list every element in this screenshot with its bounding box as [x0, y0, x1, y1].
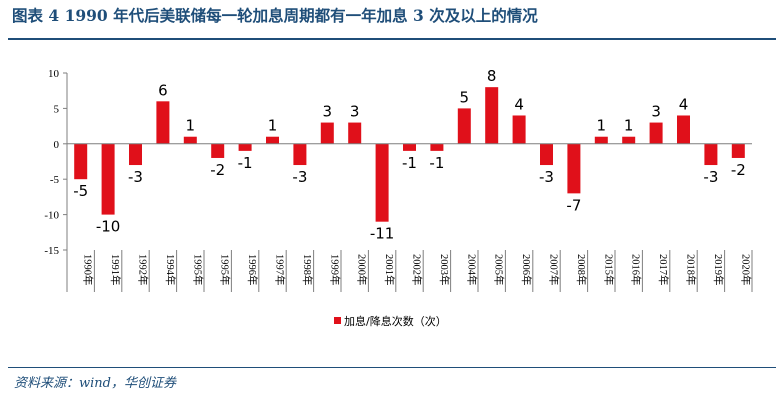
data-label: -1: [238, 154, 253, 172]
data-label: 1: [624, 117, 634, 135]
bar: [540, 143, 553, 166]
bar: [704, 143, 718, 166]
bar: [211, 143, 225, 158]
data-label: -7: [566, 196, 581, 214]
x-tick-label: 1995年: [191, 254, 204, 286]
bar: [293, 143, 307, 166]
y-tick-label: -10: [44, 210, 59, 222]
data-label: 3: [350, 103, 360, 121]
bar: [594, 136, 608, 144]
figure-title: 图表 4 1990 年代后美联储每一轮加息周期都有一年加息 3 次及以上的情况: [12, 6, 538, 25]
data-label: 5: [460, 88, 470, 106]
y-tick-label: 5: [54, 103, 60, 115]
data-label: 1: [597, 117, 607, 135]
bar: [156, 101, 170, 144]
x-tick-label: 2020年: [739, 254, 752, 286]
data-label: -3: [539, 168, 554, 186]
y-tick-label: -15: [44, 245, 59, 257]
bar: [512, 115, 526, 144]
bar: [238, 143, 252, 151]
bar: [649, 122, 663, 144]
x-tick-label: 2005年: [493, 254, 506, 286]
bar: [567, 143, 581, 194]
bar: [430, 143, 444, 151]
y-tick-label: 10: [48, 68, 60, 80]
bar: [485, 87, 499, 144]
data-label: -11: [370, 225, 395, 243]
x-tick-label: 2003年: [438, 254, 451, 286]
bar: [101, 143, 115, 215]
data-label: 4: [679, 95, 689, 113]
data-label: 1: [268, 117, 278, 135]
legend-label: 加息/降息次数（次）: [344, 314, 447, 328]
x-tick-label: 1998年: [301, 254, 314, 286]
data-label: -5: [73, 182, 88, 200]
data-label: 1: [186, 117, 196, 135]
data-label: -1: [429, 154, 444, 172]
x-tick-label: 1997年: [274, 254, 287, 286]
x-tick-label: 1996年: [246, 254, 259, 286]
legend: 加息/降息次数（次）: [334, 314, 447, 328]
x-tick-label: 1990年: [82, 254, 95, 286]
bars-layer: [74, 87, 745, 222]
data-label: 6: [158, 81, 168, 99]
data-label: -3: [128, 168, 143, 186]
x-tick-label: 2008年: [575, 254, 588, 286]
legend-swatch: [334, 317, 341, 324]
x-tick-label: 1991年: [109, 254, 122, 286]
bar: [457, 108, 471, 144]
x-tick-label: 2001年: [383, 254, 396, 286]
bar: [74, 143, 88, 180]
source-note: 资料来源：wind，华创证券: [14, 376, 176, 391]
x-tick-label: 2019年: [712, 254, 725, 286]
bar: [677, 115, 690, 144]
y-tick-label: 0: [54, 139, 60, 151]
x-tick-label: 1999年: [328, 254, 341, 286]
data-label: -10: [96, 218, 121, 236]
data-label: 3: [651, 103, 661, 121]
data-label: -1: [402, 154, 417, 172]
footer-rule: [8, 367, 776, 368]
bar: [348, 122, 362, 144]
bar: [403, 143, 416, 151]
x-tick-label: 2004年: [465, 254, 478, 286]
x-tick-label: 2006年: [520, 254, 533, 286]
data-label: -2: [731, 161, 746, 179]
bar: [320, 122, 334, 144]
data-label: 3: [323, 103, 333, 121]
data-label: -3: [292, 168, 307, 186]
bar: [731, 143, 745, 158]
x-tick-label: 2002年: [411, 254, 424, 286]
bar: [375, 143, 389, 222]
x-tick-label: 2017年: [657, 254, 670, 286]
data-label: 4: [514, 95, 524, 113]
x-tick-label: 2016年: [630, 254, 643, 286]
title-underline: [8, 38, 776, 40]
x-tick-label: 2018年: [685, 254, 698, 286]
bar: [266, 136, 279, 144]
bar: [183, 136, 197, 144]
bar: [129, 143, 142, 166]
bar: [622, 136, 636, 144]
x-tick-label: 1992年: [137, 254, 150, 286]
data-label: -3: [703, 168, 718, 186]
x-tick-label: 1994年: [164, 254, 177, 286]
y-tick-label: -5: [50, 174, 60, 186]
data-label: 8: [487, 67, 497, 85]
x-tick-label: 1995年: [219, 254, 232, 286]
x-tick-label: 2015年: [602, 254, 615, 286]
x-tick-label: 2000年: [356, 254, 369, 286]
data-label: -2: [210, 161, 225, 179]
x-tick-label: 2007年: [548, 254, 561, 286]
